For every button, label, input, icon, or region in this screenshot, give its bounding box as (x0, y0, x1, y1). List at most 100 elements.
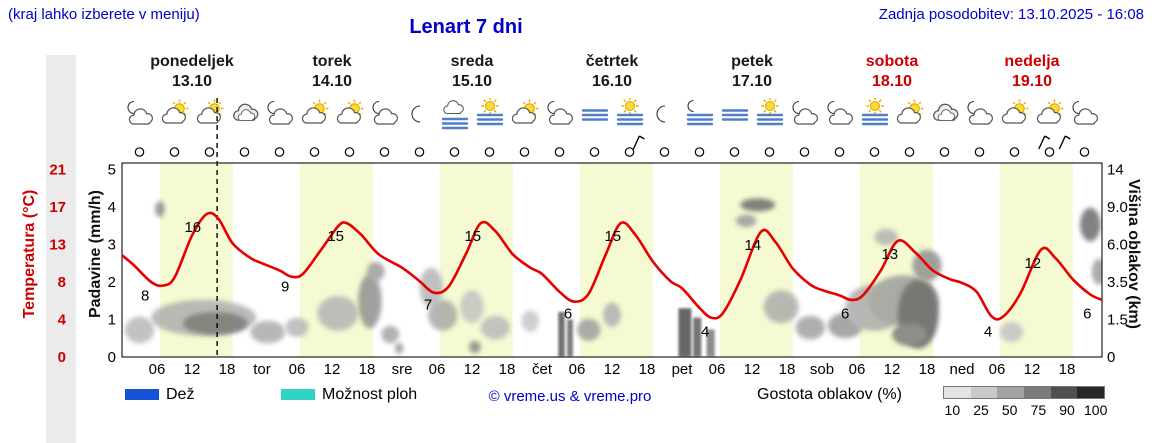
temp-min-label: 9 (281, 279, 289, 296)
hour-tick: 06 (849, 361, 866, 378)
cloud-cover-circle (344, 147, 355, 157)
cloud-blob (577, 318, 601, 341)
day-date: 13.10 (171, 73, 213, 90)
cloud-cover-circle (449, 147, 460, 157)
cloud-blob (317, 296, 359, 331)
cloud-blob (183, 312, 248, 335)
day-header-petek: petek 17.10 (682, 52, 822, 92)
hour-tick: 12 (464, 361, 481, 378)
sun-cloud-icon (1036, 99, 1063, 124)
precip-tick: 1 (108, 312, 116, 329)
cloud-blob (763, 290, 799, 324)
sun-cloud-icon (336, 99, 363, 124)
showers-legend-swatch (281, 389, 315, 400)
density-tick-label: 50 (1001, 402, 1018, 418)
hour-tick: 06 (429, 361, 446, 378)
cloud-cover-circle (589, 147, 600, 157)
cloud-blob (155, 201, 165, 217)
cloud-blob (428, 299, 458, 331)
hour-tick: 18 (359, 361, 376, 378)
day-abbrev-tick: tor (253, 361, 271, 378)
day-name: sobota (865, 53, 919, 70)
wind-barb (1038, 135, 1051, 150)
fog-sun-icon (756, 98, 783, 126)
temp-tick: 0 (58, 349, 66, 366)
cloud-density-tick-labels: 10 25 50 75 90 100 (938, 402, 1110, 418)
cloud-cover-circle (204, 147, 215, 157)
cloud-blob (250, 320, 286, 344)
precip-tick: 0 (108, 349, 116, 366)
temp-max-label: 16 (184, 219, 201, 236)
cloud-blob (381, 325, 400, 344)
low-cloud-bar (558, 312, 565, 357)
cloud-blob (740, 198, 776, 212)
moon-cloud-icon (371, 100, 398, 125)
precip-tick: 3 (108, 237, 116, 254)
density-gradient-step (944, 387, 971, 398)
cloud-blob (521, 310, 540, 332)
cloud-blob (124, 316, 155, 344)
density-gradient-step (1024, 387, 1051, 398)
moon-cloud-icon (126, 100, 153, 125)
hour-tick: 12 (884, 361, 901, 378)
wind-barb (1058, 135, 1071, 150)
cloud-cover-circle (554, 147, 565, 157)
showers-legend-label: Možnost ploh (322, 386, 418, 403)
day-name: nedelja (1004, 53, 1060, 70)
cloud-height-tick: 0 (1107, 349, 1115, 366)
density-tick-label: 10 (944, 402, 961, 418)
hour-tick: 18 (219, 361, 236, 378)
low-cloud-bar (706, 329, 715, 357)
cloud-blob (358, 273, 382, 329)
day-header-sobota: sobota 18.10 (822, 52, 962, 92)
low-cloud-bar (678, 308, 692, 357)
cloud-cover-circle (414, 147, 425, 157)
hour-tick: 12 (744, 361, 761, 378)
cloud-cover-circle (834, 147, 845, 157)
day-name: četrtek (585, 53, 639, 70)
day-date: 15.10 (451, 73, 493, 90)
day-date: 18.10 (871, 73, 913, 90)
cloud-blob (419, 267, 443, 308)
low-cloud-bar (693, 317, 702, 357)
cloud-blob (469, 340, 481, 354)
cloud-icon (232, 103, 258, 121)
cloud-cover-circle (484, 147, 495, 157)
cloud-blob (480, 315, 510, 340)
copyright-link[interactable]: © vreme.us & vreme.pro (488, 388, 652, 405)
cloud-density-gradient-bar (943, 386, 1105, 399)
temp-max-label: 14 (744, 237, 761, 254)
hour-tick: 12 (1024, 361, 1041, 378)
cloud-cover-circle (379, 147, 390, 157)
day-name: torek (312, 53, 352, 70)
temp-min-label: 4 (701, 323, 709, 340)
cloud-blob (999, 322, 1024, 342)
sun-cloud-icon (511, 99, 538, 124)
cloud-height-tick: 3.5 (1107, 274, 1128, 291)
hour-tick: 12 (184, 361, 201, 378)
rain-legend-label: Dež (166, 386, 195, 403)
sun-cloud-icon (1001, 99, 1028, 124)
temperature-value-labels: 8 16 9 15 7 15 6 15 4 14 6 13 4 12 6 (141, 219, 1091, 340)
cloud-blob (795, 315, 825, 340)
day-date: 19.10 (1011, 73, 1053, 90)
day-name: sreda (450, 53, 494, 70)
cloud-icon (932, 103, 958, 121)
cloud-cover-circle (799, 147, 810, 157)
plot-border (121, 162, 1103, 358)
fog-cloud-icon (441, 100, 468, 130)
cloud-cover-circle (974, 147, 985, 157)
day-date: 14.10 (311, 73, 353, 90)
hour-tick: 06 (569, 361, 586, 378)
last-update-text: Zadnja posodobitev: 13.10.2025 - 16:08 (878, 6, 1144, 23)
temp-min-label: 4 (984, 323, 992, 340)
wind-barb (632, 135, 645, 150)
day-abbrev-tick: sre (392, 361, 413, 378)
temp-tick: 21 (49, 162, 66, 179)
low-cloud-bar (567, 319, 573, 357)
cloud-height-tick: 14 (1107, 162, 1124, 179)
cloud-cover-circle (134, 147, 145, 157)
fog-sun-icon (616, 98, 643, 126)
hour-tick: 06 (289, 361, 306, 378)
cloud-cover-circle (309, 147, 320, 157)
